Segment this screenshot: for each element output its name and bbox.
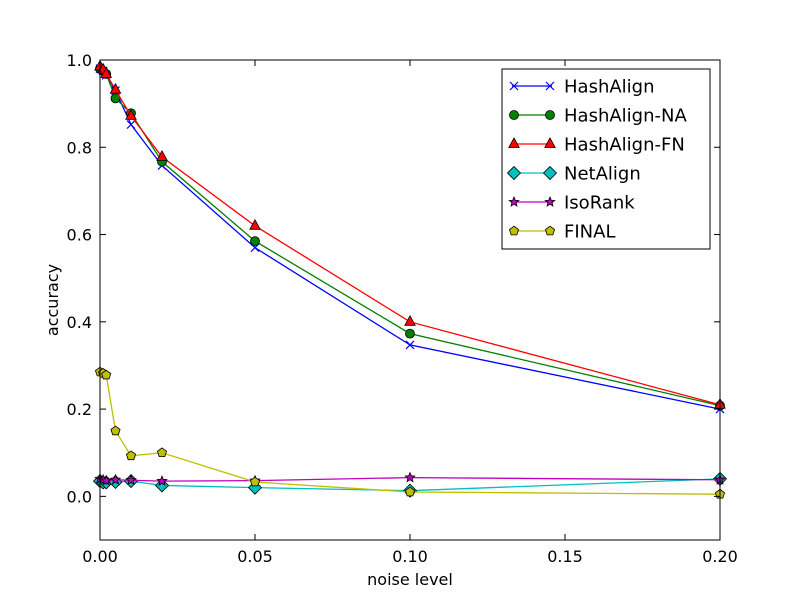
x-tick-label: 0.00 [82,547,118,566]
data-point [125,109,137,120]
x-tick-label: 0.15 [547,547,583,566]
legend-item: HashAlign-FN [508,135,685,156]
legend-marker [545,110,555,120]
legend-marker [508,195,520,207]
y-tick-label: 1.0 [67,51,92,70]
axes-layer: 0.00 0.05 0.10 0.15 0.20 0.0 0.2 0.4 0.6 0.8 1.0 [67,51,738,566]
data-point [125,474,137,486]
data-point [100,67,113,78]
data-point [156,475,168,487]
legend-marker [506,165,522,181]
legend-marker [508,225,520,236]
data-point [405,328,415,339]
y-tick-label: 0.6 [67,226,92,245]
legend-marker [544,195,556,207]
series-final [94,366,726,499]
legend-marker [545,81,555,91]
data-point [404,314,416,326]
legend-label: HashAlign-NA [564,106,687,127]
y-tick-label: 0.4 [67,313,92,332]
data-point [125,450,137,461]
data-point [404,471,416,483]
data-point [109,473,122,485]
legend-marker [542,165,558,181]
y-tick-label: 0.8 [67,138,92,157]
y-axis-label: accuracy [43,264,62,336]
legend-box [501,68,711,250]
x-tick-label: 0.20 [702,547,738,566]
legend-item: FINAL [508,222,615,243]
legend-item: HashAlign [509,77,655,98]
legend-marker [509,81,519,91]
data-point [100,474,112,486]
data-point [250,236,260,246]
legend: HashAlign HashAlign-NA HashAlign-FN NetAlig… [501,68,711,250]
data-point [156,150,168,161]
series-isorank [94,471,726,487]
data-point [109,82,122,94]
data-point [156,447,168,458]
legend-label: HashAlign [564,77,655,98]
legend-marker [509,110,519,120]
data-point [126,120,136,130]
legend-item: HashAlign-NA [509,106,687,127]
y-tick-label: 0.0 [67,487,92,506]
x-axis-label: noise level [367,570,453,589]
x-tick-label: 0.05 [237,547,273,566]
legend-marker [508,137,520,148]
data-point [101,369,112,380]
data-point [404,486,416,497]
legend-marker [544,137,556,148]
legend-item: NetAlign [506,164,641,185]
data-point [405,340,415,350]
legend-label: IsoRank [564,193,635,214]
legend-label: FINAL [564,222,615,243]
legend-item: IsoRank [508,193,635,214]
data-point [249,218,261,230]
data-point [249,476,261,487]
x-tick-label: 0.10 [392,547,428,566]
legend-marker [544,225,556,236]
y-tick-label: 0.2 [67,400,92,419]
data-point [154,478,170,493]
legend-label: NetAlign [564,164,641,185]
data-point [110,425,121,436]
legend-label: HashAlign-FN [564,135,685,156]
